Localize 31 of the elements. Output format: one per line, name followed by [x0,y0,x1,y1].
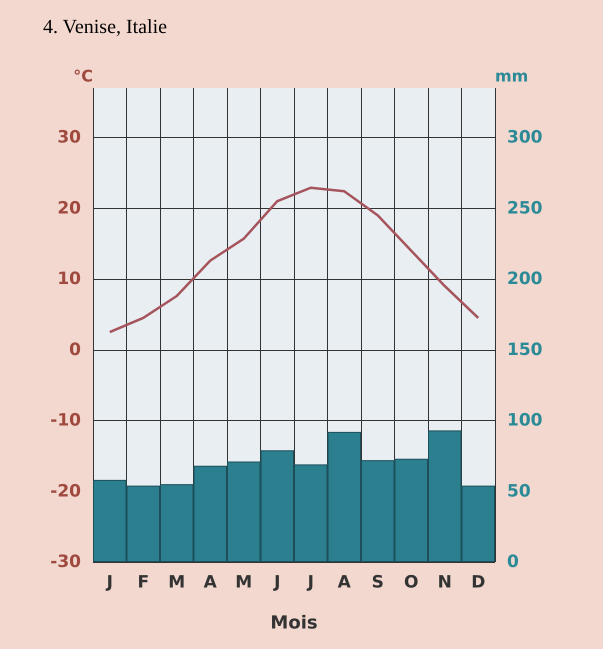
y-tick-label: 0 [69,340,82,360]
x-tick-label: F [137,572,150,592]
x-tick-label: J [106,572,113,592]
x-tick-label: D [471,572,486,592]
y2-tick-label: 200 [507,269,543,290]
y2-tick-label: 50 [507,481,531,502]
line-series [108,186,480,334]
y-tick-label: -30 [50,552,82,572]
y-tick-label: 30 [57,128,82,148]
y-tick-label: -10 [50,410,82,431]
y-tick-label: 10 [57,269,82,290]
x-tick-label: O [404,572,418,592]
chart-title: 4. Venise, Italie [43,16,168,38]
y2-tick-label: 150 [507,340,543,360]
x-tick-label: M [235,572,252,592]
x-tick-label: J [306,572,314,592]
x-tick-label: M [168,572,186,592]
y-axis-title: °C [73,66,93,86]
x-axis-title: Mois [270,612,318,634]
x-tick-label: A [338,572,352,592]
x-tick-label: S [372,572,384,592]
y-tick-label: 20 [57,198,82,218]
x-tick-label: J [273,572,280,592]
y2-tick-label: 100 [507,410,543,431]
y-tick-label: -20 [50,481,82,502]
y2-tick-label: 250 [507,198,543,218]
y2-axis-title: mm [495,66,528,86]
x-tick-label: N [438,572,452,592]
x-tick-label: A [204,572,218,592]
y2-tick-label: 0 [507,552,519,572]
y2-tick-label: 300 [507,128,543,148]
